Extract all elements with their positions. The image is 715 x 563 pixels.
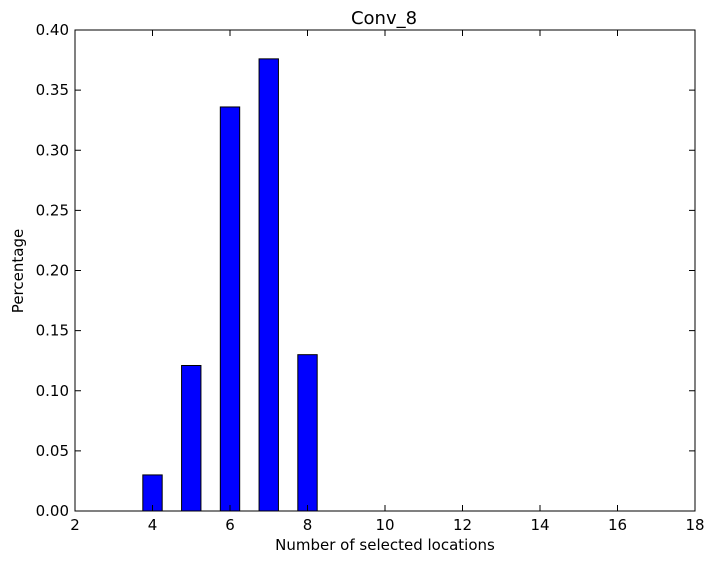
x-tick-label: 8 — [303, 516, 313, 534]
y-tick-label: 0.20 — [36, 262, 69, 280]
plot-frame — [74, 29, 696, 512]
x-tick-label: 12 — [453, 516, 472, 534]
x-tick-label: 14 — [530, 516, 549, 534]
y-tick-label: 0.05 — [36, 442, 69, 460]
x-axis-label: Number of selected locations — [275, 536, 495, 554]
x-tick-label: 10 — [375, 516, 394, 534]
chart-title: Conv_8 — [351, 8, 417, 29]
y-tick-label: 0.00 — [36, 502, 69, 520]
x-tick-label: 6 — [225, 516, 235, 534]
ticks-group: 2 4 6 8 10 12 14 16 18 0.00 0.05 0.10 0.15 0.20 0.25 0.… — [36, 21, 705, 534]
y-axis-label: Percentage — [9, 229, 27, 313]
x-tick-label: 16 — [608, 516, 627, 534]
bar-8 — [297, 354, 318, 512]
x-tick-label: 2 — [70, 516, 80, 534]
y-tick-label: 0.40 — [36, 21, 69, 39]
y-tick-label: 0.15 — [36, 322, 69, 340]
bar-7 — [258, 58, 279, 512]
y-tick-label: 0.25 — [36, 201, 69, 219]
x-tick-label: 4 — [148, 516, 158, 534]
bar-5 — [181, 364, 202, 512]
bar-6 — [219, 106, 241, 512]
y-tick-label: 0.30 — [36, 141, 69, 159]
x-tick-label: 18 — [685, 516, 704, 534]
bars-group — [142, 58, 318, 512]
y-tick-label: 0.10 — [36, 382, 69, 400]
y-tick-label: 0.35 — [36, 81, 69, 99]
